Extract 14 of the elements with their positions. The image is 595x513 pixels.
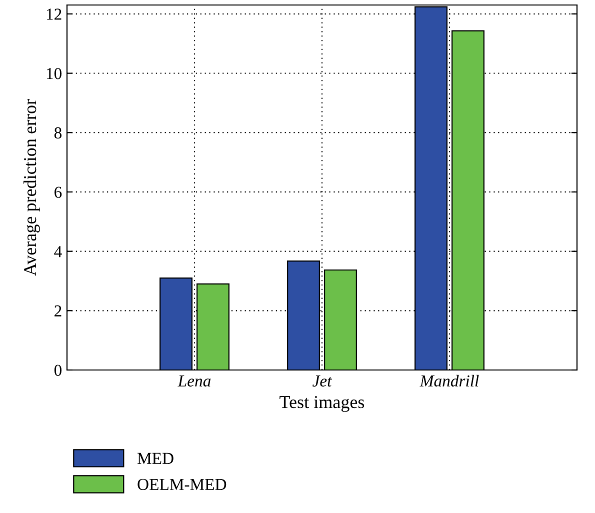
x-tick-label: Mandrill — [420, 374, 479, 387]
legend-label: OELM-MED — [138, 478, 226, 490]
y-tick-label: 12 — [46, 8, 62, 20]
y-tick-label: 2 — [54, 305, 62, 316]
x-axis-title: Test images — [280, 396, 364, 412]
y-tick-label: 4 — [54, 246, 62, 258]
x-tick-label: Lena — [178, 376, 211, 387]
y-tick-label: 6 — [54, 186, 62, 198]
y-tick-label: 10 — [46, 68, 62, 80]
x-tick-label: Jet — [312, 376, 332, 387]
y-axis-title: Average prediction error — [23, 99, 40, 276]
y-tick-label: 0 — [54, 364, 62, 376]
y-tick-label: 8 — [54, 127, 62, 139]
legend-label: MED — [137, 452, 174, 464]
